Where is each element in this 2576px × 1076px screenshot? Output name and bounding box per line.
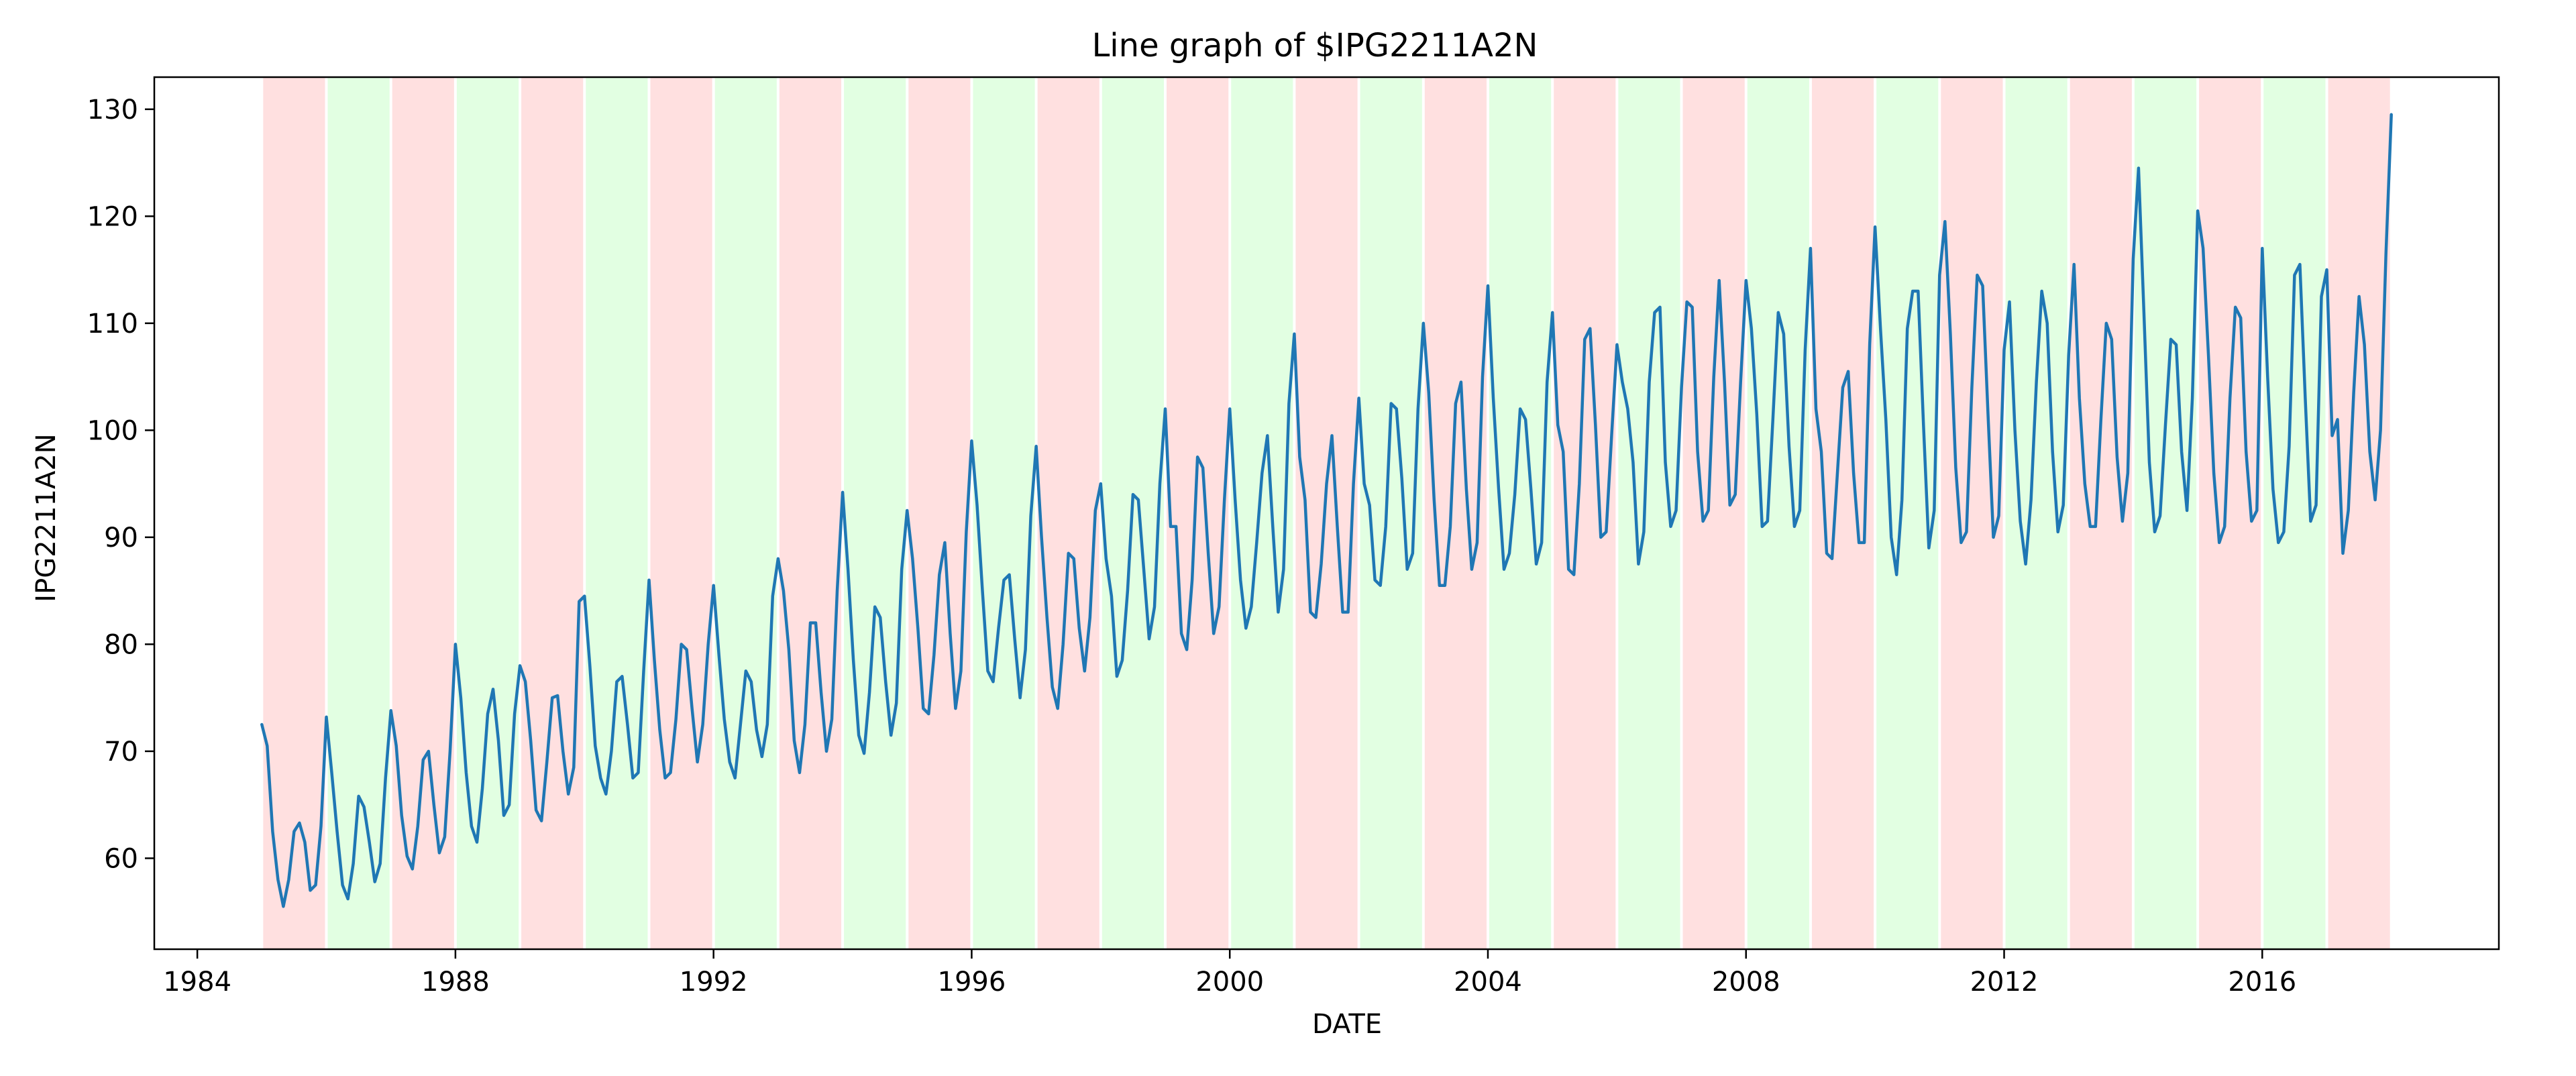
year-bands xyxy=(263,77,2390,949)
year-band-1987 xyxy=(392,77,454,949)
year-band-2007 xyxy=(1682,77,1745,949)
year-band-1995 xyxy=(908,77,971,949)
x-tick-label-1984: 1984 xyxy=(163,967,231,998)
year-band-2017 xyxy=(2328,77,2390,949)
year-band-2000 xyxy=(1231,77,1293,949)
year-band-2010 xyxy=(1876,77,1939,949)
y-tick-label-100: 100 xyxy=(87,415,138,446)
x-tick-label-1996: 1996 xyxy=(938,967,1006,998)
x-tick-label-1988: 1988 xyxy=(421,967,490,998)
y-tick-label-120: 120 xyxy=(87,201,138,232)
series-layer xyxy=(260,113,2393,908)
year-band-1985 xyxy=(263,77,325,949)
year-band-1997 xyxy=(1037,77,1099,949)
year-band-1988 xyxy=(456,77,519,949)
y-tick-label-130: 130 xyxy=(87,95,138,125)
year-band-1994 xyxy=(844,77,906,949)
x-tick-label-1992: 1992 xyxy=(680,967,748,998)
x-tick-label-2016: 2016 xyxy=(2228,967,2296,998)
year-band-2009 xyxy=(1811,77,1874,949)
year-band-1990 xyxy=(586,77,648,949)
x-tick-label-2012: 2012 xyxy=(1970,967,2039,998)
chart-title: Line graph of $IPG2211A2N xyxy=(1092,27,1538,64)
y-tick-label-70: 70 xyxy=(104,737,138,767)
x-axis-label: DATE xyxy=(1312,1009,1382,1040)
x-tick-label-2008: 2008 xyxy=(1712,967,1780,998)
year-band-1996 xyxy=(973,77,1035,949)
y-axis: 60 70 80 90 100 110 120 130 xyxy=(87,95,154,874)
y-tick-label-80: 80 xyxy=(104,629,138,660)
y-tick-label-60: 60 xyxy=(104,843,138,874)
plot-frame xyxy=(153,76,2500,951)
x-tick-label-2004: 2004 xyxy=(1454,967,1522,998)
x-tick-label-2000: 2000 xyxy=(1195,967,1264,998)
series-line-0 xyxy=(260,113,2393,908)
year-band-2014 xyxy=(2134,77,2197,949)
x-axis: 1984 1988 1992 1996 2000 2004 2008 2012 2016 xyxy=(163,949,2296,998)
y-tick-label-110: 110 xyxy=(87,309,138,339)
year-band-2005 xyxy=(1554,77,1616,949)
year-band-1992 xyxy=(714,77,777,949)
year-band-1989 xyxy=(521,77,584,949)
year-band-1991 xyxy=(650,77,712,949)
y-tick-label-90: 90 xyxy=(104,523,138,553)
year-band-1999 xyxy=(1167,77,1229,949)
year-band-1993 xyxy=(779,77,842,949)
year-band-2016 xyxy=(2263,77,2326,949)
y-axis-label: IPG2211A2N xyxy=(31,433,62,602)
